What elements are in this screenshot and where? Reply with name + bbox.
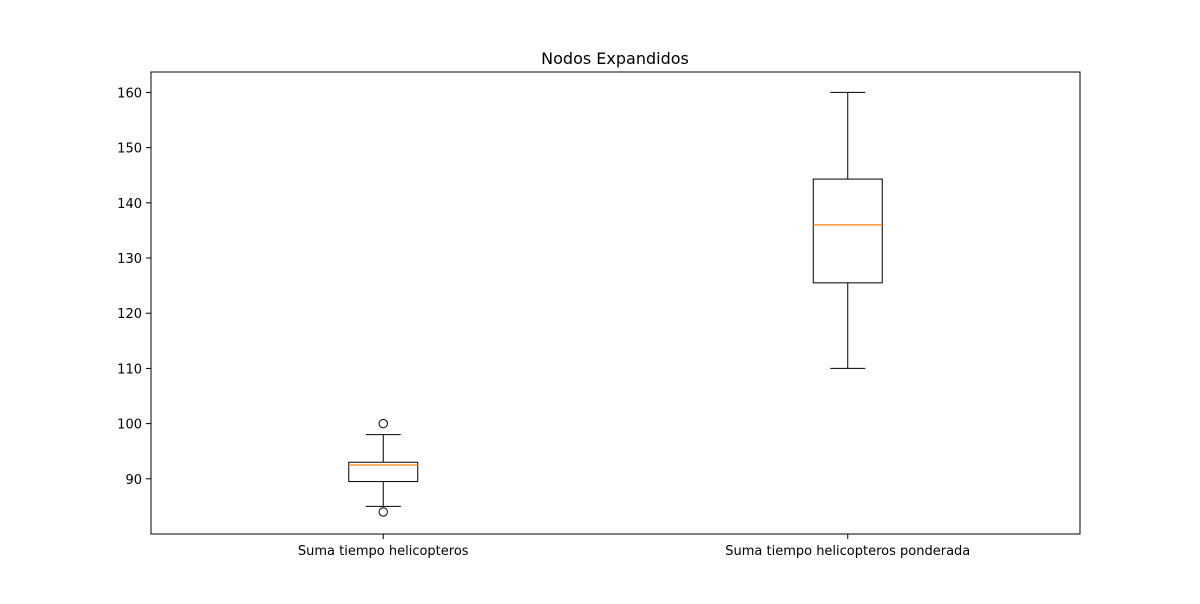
outlier-point (378, 418, 388, 429)
x-tick-label: Suma tiempo helicopteros ponderada (725, 544, 970, 559)
chart-title: Nodos Expandidos (541, 49, 689, 68)
plot-area: 90 100 110 120 130 140 150 160 Suma tiempo helic… (117, 71, 1081, 559)
y-tick-label: 110 (117, 362, 142, 377)
plot-frame (150, 71, 1081, 535)
y-tick-label: 150 (117, 142, 142, 157)
y-tick-label: 130 (117, 252, 142, 267)
box-iqr (812, 178, 883, 284)
y-tick-label: 120 (117, 307, 142, 322)
y-tick-label: 90 (125, 473, 142, 488)
y-tick-label: 140 (117, 197, 142, 212)
y-tick-label: 160 (117, 86, 142, 101)
box-iqr (348, 461, 419, 483)
outlier-point (378, 507, 388, 517)
x-tick-label: Suma tiempo helicopteros (298, 544, 469, 559)
y-tick-label: 100 (117, 418, 142, 433)
